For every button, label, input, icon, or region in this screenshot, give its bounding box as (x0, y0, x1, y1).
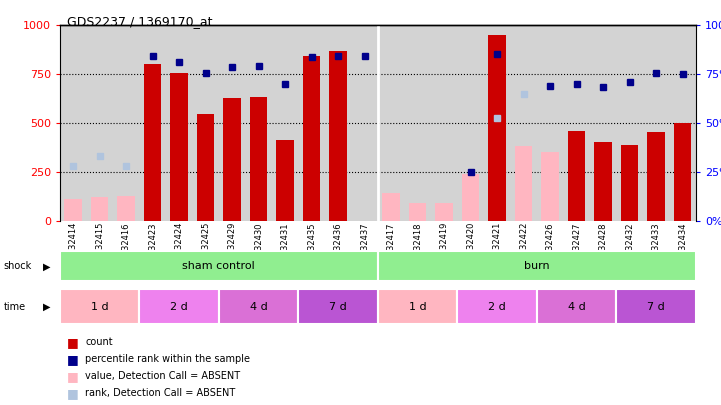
Bar (91, 197, 108, 221)
Bar (541, 152, 559, 221)
Bar (224, 98, 241, 221)
Text: 7 d: 7 d (647, 302, 665, 312)
Text: shock: shock (4, 261, 32, 271)
Text: sham control: sham control (182, 261, 255, 271)
Bar (60, 251, 378, 281)
Text: ■: ■ (67, 353, 79, 366)
Text: 1 d: 1 d (91, 302, 108, 312)
Bar (621, 145, 638, 221)
Text: 4 d: 4 d (249, 302, 267, 312)
Text: 2 d: 2 d (488, 302, 506, 312)
Text: ■: ■ (67, 336, 79, 349)
Text: GDS2237 / 1369170_at: GDS2237 / 1369170_at (67, 15, 213, 28)
Bar (219, 290, 298, 324)
Bar (536, 290, 616, 324)
Text: count: count (85, 337, 112, 347)
Bar (250, 96, 267, 221)
Bar (488, 35, 505, 221)
Text: ▶: ▶ (43, 261, 50, 271)
Bar (435, 203, 453, 221)
Text: percentile rank within the sample: percentile rank within the sample (85, 354, 250, 364)
Bar (329, 51, 347, 221)
Bar (197, 114, 214, 221)
Bar (382, 193, 399, 221)
Bar (276, 140, 293, 221)
Bar (118, 196, 135, 221)
Text: ■: ■ (67, 370, 79, 383)
Text: 4 d: 4 d (567, 302, 585, 312)
Bar (298, 290, 378, 324)
Text: value, Detection Call = ABSENT: value, Detection Call = ABSENT (85, 371, 240, 381)
Text: 2 d: 2 d (170, 302, 188, 312)
Bar (170, 73, 187, 221)
Bar (647, 132, 665, 221)
Text: 1 d: 1 d (409, 302, 426, 312)
Text: time: time (4, 302, 26, 312)
Bar (568, 131, 585, 221)
Bar (594, 143, 611, 221)
Text: rank, Detection Call = ABSENT: rank, Detection Call = ABSENT (85, 388, 235, 398)
Bar (144, 64, 162, 221)
Bar (303, 56, 320, 221)
Bar (139, 290, 219, 324)
Text: 7 d: 7 d (329, 302, 347, 312)
Bar (378, 290, 457, 324)
Bar (409, 203, 426, 221)
Bar (674, 123, 691, 221)
Bar (457, 290, 536, 324)
Text: burn: burn (524, 261, 549, 271)
Bar (616, 290, 696, 324)
Text: ■: ■ (67, 387, 79, 400)
Text: ▶: ▶ (43, 302, 50, 312)
Bar (378, 251, 696, 281)
Bar (60, 290, 139, 324)
Bar (462, 174, 479, 221)
Bar (64, 199, 81, 221)
Bar (515, 146, 532, 221)
